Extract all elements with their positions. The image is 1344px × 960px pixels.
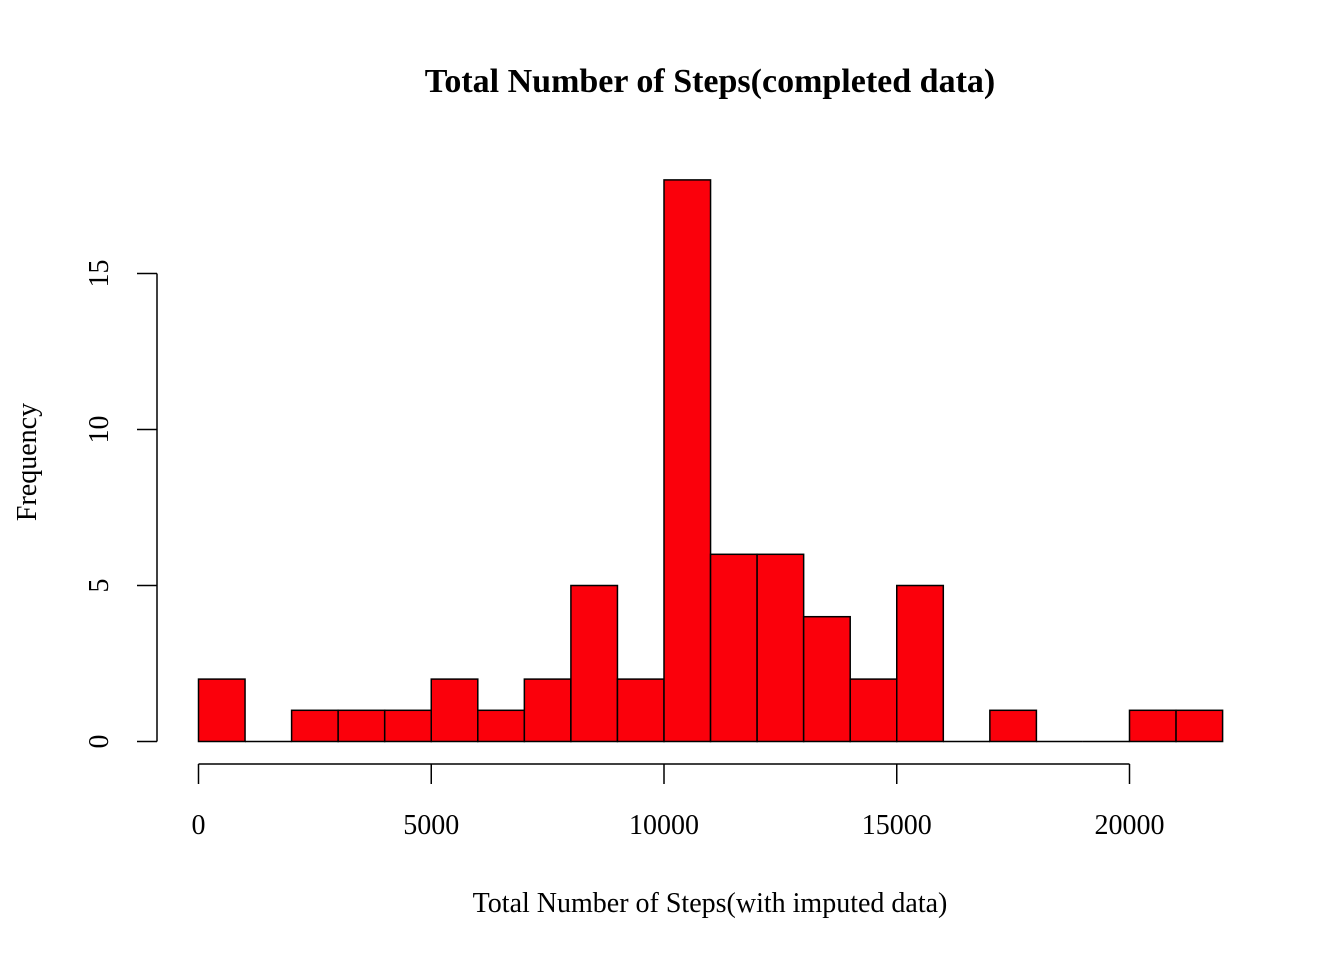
y-axis-label: Frequency (12, 403, 43, 521)
histogram-bar (290, 709, 339, 743)
y-tick-label: 15 (84, 260, 115, 288)
x-tick-label: 10000 (629, 810, 699, 841)
chart-title: Total Number of Steps(completed data) (425, 63, 995, 100)
histogram-bar (756, 553, 805, 743)
histogram-bar (896, 584, 945, 743)
histogram-bar (337, 709, 386, 743)
histogram-bar (849, 678, 898, 743)
histogram-bar (477, 709, 526, 743)
y-axis: 0 5 10 15 (84, 260, 158, 749)
y-tick-label: 5 (84, 579, 115, 593)
y-tick-label: 10 (84, 416, 115, 444)
histogram-bar (989, 709, 1038, 743)
y-tick-label: 0 (84, 735, 115, 749)
histogram-bar (1175, 709, 1224, 743)
histogram-bar (523, 678, 572, 743)
histogram-bar (197, 678, 246, 743)
bars-group (197, 179, 1224, 743)
x-tick-label: 0 (192, 810, 206, 841)
x-axis-label: Total Number of Steps(with imputed data) (473, 888, 948, 919)
histogram-bar (383, 709, 433, 743)
x-tick-label: 15000 (862, 810, 932, 841)
histogram-bar (430, 678, 479, 743)
histogram-bar (1128, 709, 1177, 743)
histogram-bar (802, 615, 851, 743)
x-tick-label: 20000 (1095, 810, 1165, 841)
x-axis: 0 5000 10000 15000 20000 (192, 763, 1165, 841)
histogram-bar (570, 584, 619, 743)
histogram-bar (663, 179, 712, 743)
histogram-bar (616, 678, 665, 743)
histogram-bar (709, 553, 758, 743)
x-tick-label: 5000 (403, 810, 459, 841)
